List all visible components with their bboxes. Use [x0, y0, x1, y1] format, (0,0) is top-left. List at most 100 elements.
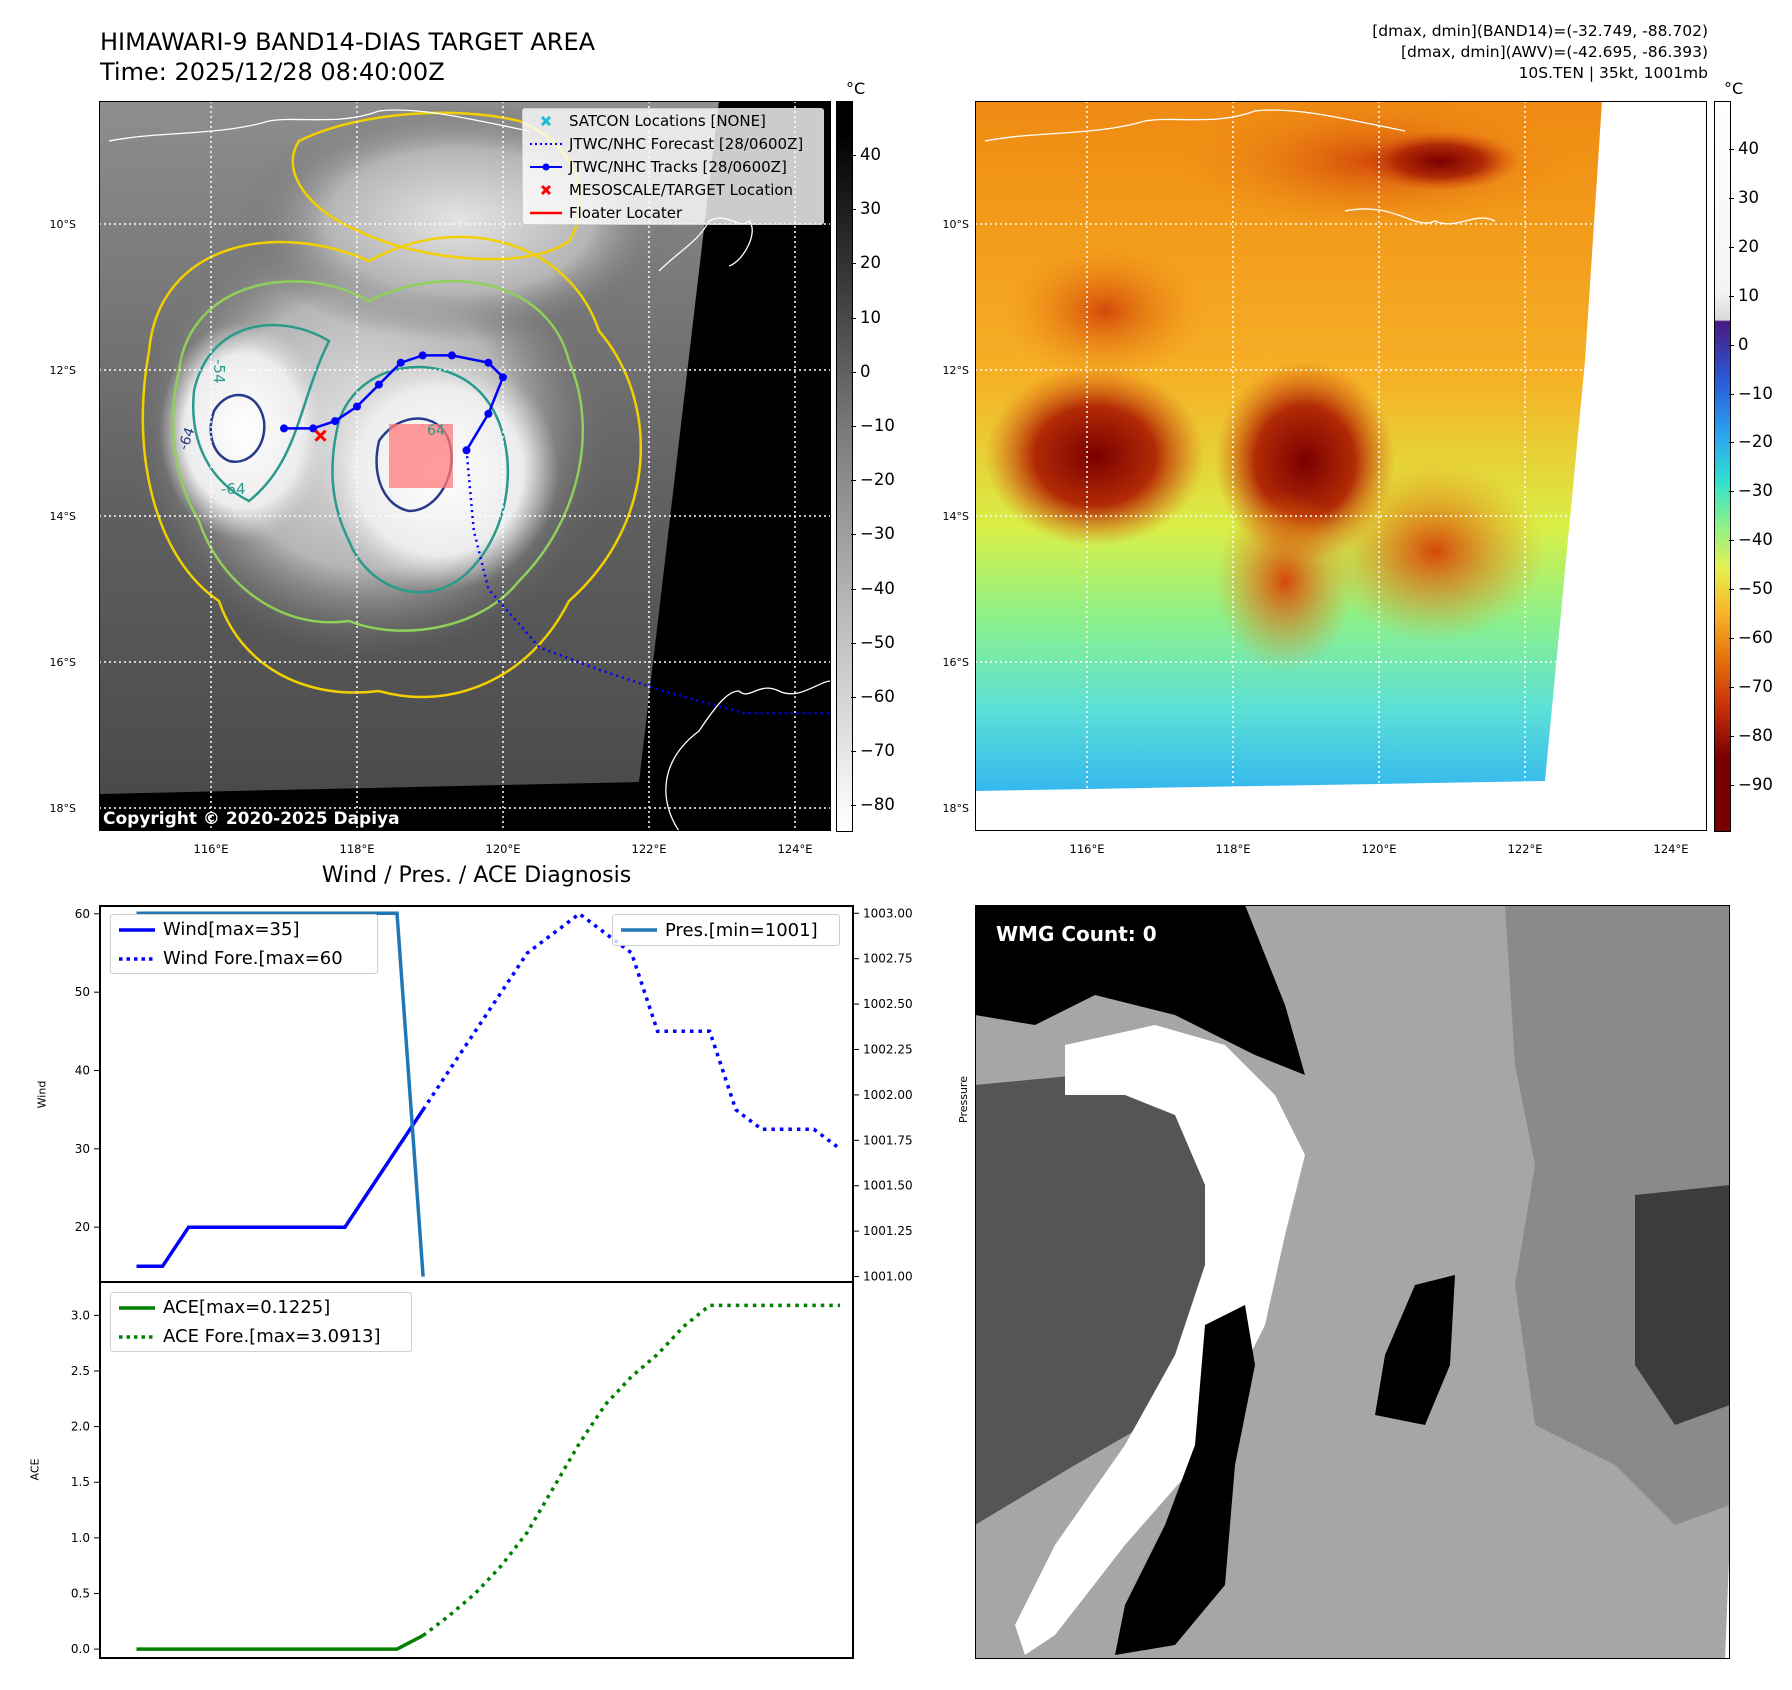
colorbar-tick-mark — [851, 480, 856, 482]
y-tick-label: 1003.00 — [863, 906, 913, 920]
lat-label: 18°S — [49, 802, 76, 815]
lat-label: 12°S — [49, 364, 76, 377]
colorbar-tick-label: −50 — [1738, 579, 1773, 599]
y-tick-label: 1002.75 — [863, 952, 913, 966]
wind-forecast-series-line — [421, 911, 842, 1151]
y-tick-label: 0.0 — [71, 1642, 90, 1656]
colorbar-tick-mark — [1729, 784, 1734, 786]
y-tick-label: 0.5 — [71, 1586, 90, 1600]
colorbar-tick-label: −80 — [1738, 725, 1773, 745]
lat-label: 16°S — [49, 656, 76, 669]
track-point — [499, 373, 507, 382]
colorbar-tick-label: −10 — [860, 416, 895, 435]
legend-item-wind-forecast: Wind Fore.[max=60 — [111, 944, 377, 973]
forecast-track-line — [465, 450, 831, 715]
track-point — [353, 402, 361, 411]
track-point — [484, 358, 493, 367]
colorbar-tick-label: 40 — [1738, 139, 1759, 158]
colorbar-tick-mark — [851, 209, 856, 211]
colorbar-tick-mark — [1729, 540, 1734, 542]
ace-series-line — [136, 1633, 424, 1651]
colorbar-tick-label: −30 — [1738, 481, 1773, 501]
lon-label: 124°E — [1653, 842, 1689, 856]
legend-item-satcon: SATCON Locations [NONE] — [523, 109, 823, 132]
dotted-line-icon — [529, 134, 563, 154]
best-track-points — [280, 351, 507, 455]
cold-cloud — [1215, 491, 1355, 671]
y-tick-label: 1002.25 — [863, 1042, 913, 1056]
colorbar-tick-mark — [851, 317, 856, 319]
cold-cloud — [1005, 241, 1205, 381]
colorbar-tick-mark — [1729, 344, 1734, 346]
lat-label: 10°S — [942, 218, 969, 231]
lat-label: 18°S — [942, 802, 969, 815]
wmg-region-black — [1115, 1305, 1255, 1655]
colorbar-tick-mark — [851, 751, 856, 753]
legend-item-wind: Wind[max=35] — [111, 915, 377, 944]
dotted-green-line-icon — [117, 1327, 157, 1347]
figure-title: HIMAWARI-9 BAND14-DIAS TARGET AREA — [100, 28, 596, 56]
colorbar-tick-mark — [851, 697, 856, 698]
colorbar-tick-mark — [851, 426, 856, 427]
wmg-panel — [975, 905, 1730, 1659]
lon-label: 118°E — [1215, 842, 1251, 856]
lon-label: 116°E — [193, 842, 229, 856]
lon-label: 118°E — [339, 842, 375, 856]
colorbar-tick-mark — [1729, 686, 1734, 688]
legend-item-ace: ACE[max=0.1225] — [111, 1293, 411, 1322]
colorbar-tick-label: 20 — [860, 253, 881, 273]
colorbar-tick-mark — [851, 534, 856, 536]
figure-time: Time: 2025/12/28 08:40:00Z — [100, 58, 445, 86]
contour-label: 64 — [427, 423, 445, 439]
colorbar-tick-mark — [851, 805, 856, 807]
pressure-series-line — [136, 911, 425, 1277]
colorbar-tick-label: −70 — [1738, 676, 1773, 696]
awv-map-panel — [975, 101, 1707, 831]
wind-legend: Wind[max=35] Wind Fore.[max=60 — [110, 914, 378, 974]
y-tick-label: 20 — [75, 1220, 90, 1234]
lat-label: 10°S — [49, 218, 76, 231]
diagnosis-title: Wind / Pres. / ACE Diagnosis — [321, 863, 632, 888]
colorbar-tick-mark — [1729, 735, 1734, 737]
colorbar-tick-label: 0 — [1738, 334, 1749, 354]
colorbar-tick-mark — [1729, 197, 1734, 199]
legend-item-forecast: JTWC/NHC Forecast [28/0600Z] — [523, 132, 823, 155]
lon-label: 124°E — [777, 842, 813, 856]
y-tick-label: 3.0 — [71, 1308, 90, 1322]
colorbar-tick-label: −60 — [1738, 628, 1773, 647]
lon-label: 120°E — [485, 842, 521, 856]
pressure-axis-label: Pressure — [956, 1076, 970, 1123]
y-tick-label: 50 — [75, 985, 90, 999]
wmg-count-label: WMG Count: 0 — [989, 919, 1164, 949]
ace-forecast-series-line — [422, 1303, 840, 1637]
lon-label: 116°E — [1069, 842, 1105, 856]
y-tick-label: 1001.50 — [863, 1179, 913, 1193]
ace-axes-frame — [99, 1281, 854, 1659]
ace-axis-label: ACE — [28, 1458, 42, 1481]
y-tick-label: 1001.25 — [863, 1224, 913, 1238]
diagnosis-chart: 20 30 40 50 60 1001.00 1001.25 1001.50 1001.75 10… — [71, 905, 913, 1659]
awv-gridlines — [975, 101, 1707, 831]
wind-series-line — [136, 1108, 425, 1269]
legend-item-target: MESOSCALE/TARGET Location — [523, 178, 823, 201]
ace-legend: ACE[max=0.1225] ACE Fore.[max=3.0913] — [110, 1292, 412, 1352]
colorbar-tick-label: 20 — [1738, 236, 1759, 256]
solid-green-line-icon — [117, 1298, 157, 1318]
y-tick-label: 1.0 — [71, 1531, 90, 1545]
lon-label: 122°E — [631, 842, 667, 856]
lon-label: 122°E — [1507, 842, 1543, 856]
track-point — [280, 424, 288, 433]
lat-label: 14°S — [942, 510, 969, 523]
colorbar-tick-mark — [851, 155, 856, 156]
cold-cloud — [985, 366, 1205, 546]
colorbar-tick-mark — [851, 371, 856, 373]
y-tick-label: 1002.50 — [863, 997, 913, 1011]
temperature-colorbar — [1714, 101, 1731, 832]
colorbar-tick-label: −90 — [1738, 774, 1773, 794]
colorbar-tick-mark — [851, 642, 856, 644]
y-tick-label: 2.0 — [71, 1420, 90, 1434]
wind-axis-label: Wind — [35, 1080, 49, 1109]
colorbar-tick-mark — [851, 588, 856, 590]
legend-item-tracks: JTWC/NHC Tracks [28/0600Z] — [523, 155, 823, 178]
cold-cloud — [1325, 461, 1545, 641]
